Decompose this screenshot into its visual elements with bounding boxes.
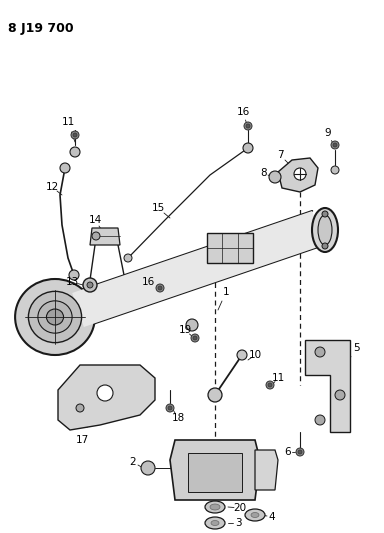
Text: 4: 4	[269, 512, 275, 522]
Circle shape	[243, 143, 253, 153]
Circle shape	[97, 385, 113, 401]
Text: 17: 17	[75, 435, 89, 445]
Ellipse shape	[205, 501, 225, 513]
Circle shape	[60, 163, 70, 173]
Text: 5: 5	[353, 343, 359, 353]
Circle shape	[141, 461, 155, 475]
Circle shape	[331, 141, 339, 149]
Circle shape	[246, 124, 250, 128]
Circle shape	[331, 166, 339, 174]
Circle shape	[92, 232, 100, 240]
Text: 19: 19	[179, 325, 192, 335]
Text: 11: 11	[271, 373, 285, 383]
Circle shape	[186, 319, 198, 331]
Polygon shape	[58, 365, 155, 430]
Text: 3: 3	[235, 518, 241, 528]
Circle shape	[266, 381, 274, 389]
Ellipse shape	[251, 513, 259, 518]
Circle shape	[335, 390, 345, 400]
Text: 2: 2	[130, 457, 136, 467]
Circle shape	[322, 211, 328, 217]
Ellipse shape	[28, 292, 81, 343]
Ellipse shape	[211, 521, 219, 526]
Circle shape	[191, 334, 199, 342]
Text: 13: 13	[65, 277, 79, 287]
Circle shape	[83, 278, 97, 292]
Circle shape	[244, 122, 252, 130]
Polygon shape	[278, 158, 318, 192]
Circle shape	[208, 388, 222, 402]
Text: 16: 16	[237, 107, 250, 117]
Polygon shape	[90, 228, 120, 245]
Circle shape	[294, 168, 306, 180]
Polygon shape	[170, 440, 260, 500]
Ellipse shape	[38, 301, 72, 333]
Ellipse shape	[46, 309, 63, 325]
Polygon shape	[207, 233, 253, 263]
Ellipse shape	[318, 215, 332, 245]
Circle shape	[76, 404, 84, 412]
Circle shape	[322, 243, 328, 249]
Circle shape	[298, 450, 302, 454]
Circle shape	[73, 133, 77, 137]
Circle shape	[158, 286, 162, 290]
Polygon shape	[188, 453, 242, 492]
Circle shape	[166, 404, 174, 412]
Circle shape	[333, 143, 337, 147]
Ellipse shape	[205, 517, 225, 529]
Circle shape	[168, 406, 172, 410]
Circle shape	[124, 254, 132, 262]
Ellipse shape	[210, 504, 220, 510]
Polygon shape	[72, 211, 324, 327]
Circle shape	[237, 350, 247, 360]
Text: 8: 8	[261, 168, 267, 178]
Circle shape	[193, 336, 197, 340]
Ellipse shape	[245, 509, 265, 521]
Ellipse shape	[15, 279, 95, 355]
Text: 16: 16	[141, 277, 155, 287]
Circle shape	[71, 131, 79, 139]
Text: 7: 7	[277, 150, 283, 160]
Polygon shape	[255, 450, 278, 490]
Text: 12: 12	[45, 182, 59, 192]
Text: 14: 14	[88, 215, 102, 225]
Circle shape	[156, 284, 164, 292]
Circle shape	[269, 171, 281, 183]
Text: 9: 9	[325, 128, 331, 138]
Circle shape	[315, 415, 325, 425]
Circle shape	[315, 347, 325, 357]
Text: 15: 15	[151, 203, 165, 213]
Text: 11: 11	[61, 117, 74, 127]
Text: 10: 10	[248, 350, 262, 360]
Text: 18: 18	[171, 413, 185, 423]
Text: 20: 20	[233, 503, 247, 513]
Circle shape	[296, 448, 304, 456]
Text: 6: 6	[285, 447, 291, 457]
Text: 1: 1	[223, 287, 229, 297]
Circle shape	[69, 270, 79, 280]
Circle shape	[87, 282, 93, 288]
Text: 8 J19 700: 8 J19 700	[8, 22, 74, 35]
Circle shape	[268, 383, 272, 387]
Polygon shape	[305, 340, 350, 432]
Ellipse shape	[312, 208, 338, 252]
Circle shape	[70, 147, 80, 157]
